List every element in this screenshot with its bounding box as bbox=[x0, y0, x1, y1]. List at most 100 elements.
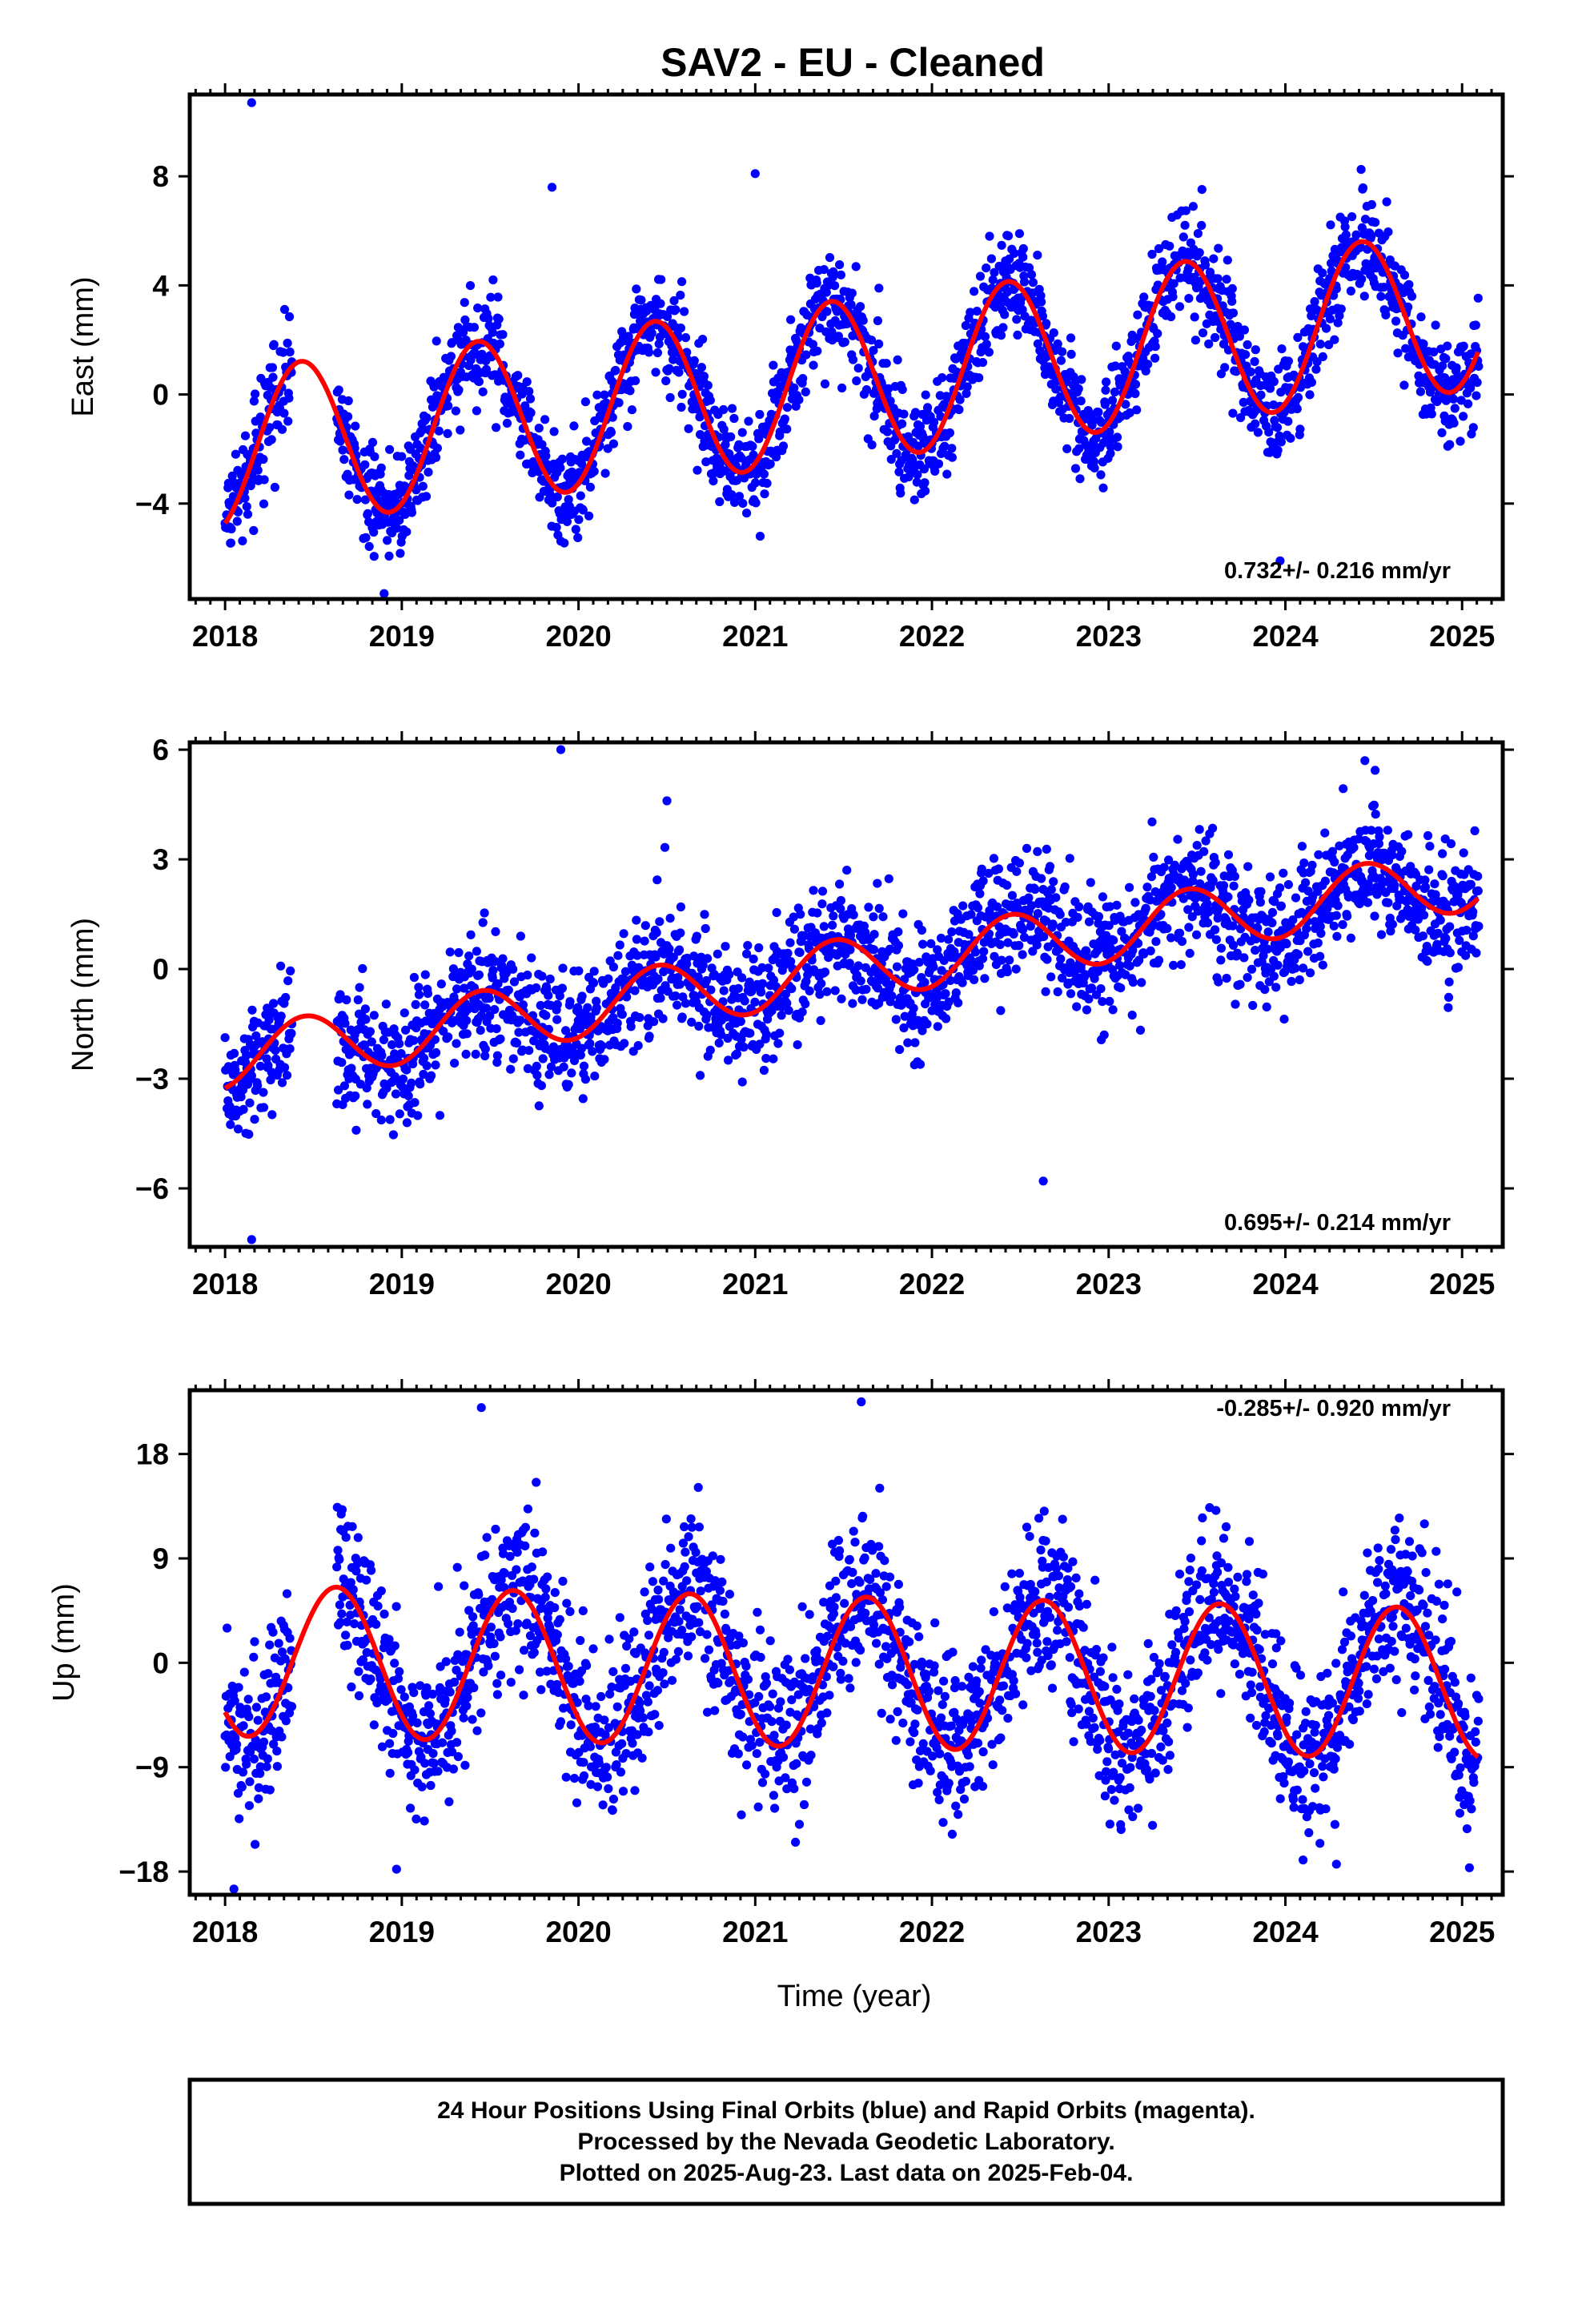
data-point bbox=[1094, 911, 1104, 922]
data-point bbox=[1276, 437, 1286, 447]
data-point bbox=[962, 382, 972, 392]
data-point bbox=[1116, 983, 1126, 993]
data-point bbox=[1332, 931, 1342, 941]
data-point bbox=[1459, 341, 1468, 351]
data-point bbox=[908, 455, 917, 464]
data-point bbox=[795, 947, 805, 957]
data-point bbox=[395, 1039, 404, 1048]
data-point bbox=[1026, 901, 1037, 911]
data-point bbox=[1185, 948, 1195, 958]
data-point bbox=[1312, 357, 1322, 367]
data-point bbox=[227, 524, 236, 534]
data-point bbox=[1105, 427, 1114, 436]
data-point bbox=[896, 489, 905, 498]
data-point bbox=[869, 945, 879, 955]
data-point bbox=[1330, 857, 1339, 867]
rate-label: 0.695+/- 0.214 mm/yr bbox=[1224, 1210, 1451, 1236]
data-point bbox=[1099, 1030, 1109, 1039]
data-point bbox=[1359, 292, 1369, 301]
data-point bbox=[580, 397, 591, 407]
data-point bbox=[1147, 249, 1157, 259]
data-point bbox=[277, 424, 287, 434]
data-point bbox=[1184, 294, 1194, 304]
data-point bbox=[662, 312, 673, 321]
data-point bbox=[885, 944, 895, 954]
data-point bbox=[1154, 243, 1164, 254]
data-point bbox=[781, 989, 791, 999]
data-point bbox=[420, 970, 430, 979]
data-point bbox=[1154, 955, 1164, 965]
data-point bbox=[985, 231, 994, 241]
data-point bbox=[592, 390, 602, 400]
data-point bbox=[874, 283, 884, 293]
data-point bbox=[853, 961, 863, 971]
data-point bbox=[251, 1031, 261, 1041]
data-point bbox=[367, 437, 378, 448]
data-point bbox=[1214, 243, 1223, 253]
data-point bbox=[961, 320, 970, 331]
data-point bbox=[253, 1081, 263, 1091]
data-point bbox=[1062, 444, 1072, 454]
data-point bbox=[951, 988, 961, 998]
data-point bbox=[573, 533, 583, 543]
data-point bbox=[1358, 183, 1368, 193]
y-axis-label: North (mm) bbox=[66, 918, 100, 1072]
data-point bbox=[1093, 967, 1102, 976]
data-point bbox=[264, 1015, 274, 1025]
y-axis-label: East (mm) bbox=[66, 276, 100, 416]
data-point bbox=[574, 515, 584, 525]
data-point bbox=[1086, 878, 1095, 887]
data-point bbox=[1295, 975, 1304, 985]
data-point bbox=[676, 902, 686, 912]
data-point bbox=[1014, 940, 1024, 951]
data-point bbox=[1459, 412, 1468, 421]
data-point bbox=[653, 974, 663, 984]
data-point bbox=[848, 331, 857, 340]
data-point bbox=[351, 1125, 361, 1135]
data-point bbox=[592, 1003, 601, 1013]
data-point bbox=[1216, 943, 1226, 953]
data-point bbox=[982, 263, 991, 273]
data-point bbox=[409, 972, 419, 983]
data-point bbox=[933, 945, 942, 955]
data-point bbox=[342, 995, 351, 1005]
data-point bbox=[492, 1024, 501, 1034]
data-point bbox=[1192, 930, 1202, 939]
data-point bbox=[801, 999, 810, 1009]
data-point bbox=[1005, 955, 1014, 965]
data-point bbox=[786, 957, 796, 967]
data-point bbox=[972, 307, 982, 316]
data-point bbox=[705, 396, 715, 405]
data-point bbox=[1049, 877, 1058, 887]
data-point bbox=[1151, 937, 1161, 947]
data-point bbox=[448, 964, 459, 974]
data-point bbox=[1028, 278, 1038, 287]
data-point bbox=[1247, 964, 1257, 974]
data-point bbox=[250, 1637, 259, 1647]
data-point bbox=[412, 485, 421, 495]
data-point bbox=[492, 1058, 502, 1068]
data-point bbox=[526, 408, 536, 418]
data-point bbox=[1033, 846, 1042, 856]
data-point bbox=[819, 265, 829, 275]
data-point bbox=[486, 292, 496, 302]
data-point bbox=[1192, 841, 1202, 850]
data-point bbox=[266, 1075, 275, 1085]
data-point bbox=[1306, 968, 1315, 978]
data-point bbox=[1139, 949, 1149, 959]
data-point bbox=[817, 887, 828, 896]
data-point bbox=[805, 986, 814, 995]
data-point bbox=[279, 1063, 290, 1072]
data-point bbox=[1188, 202, 1198, 211]
data-point bbox=[585, 482, 596, 492]
data-point bbox=[755, 1039, 765, 1049]
data-point bbox=[1088, 415, 1098, 424]
data-point bbox=[1146, 872, 1156, 882]
data-point bbox=[737, 1077, 747, 1087]
data-point bbox=[816, 1015, 825, 1025]
x-tick-label: 2022 bbox=[899, 620, 965, 653]
data-point bbox=[490, 1005, 500, 1015]
data-point bbox=[1120, 367, 1130, 376]
data-point bbox=[789, 912, 798, 922]
data-point bbox=[780, 414, 789, 424]
